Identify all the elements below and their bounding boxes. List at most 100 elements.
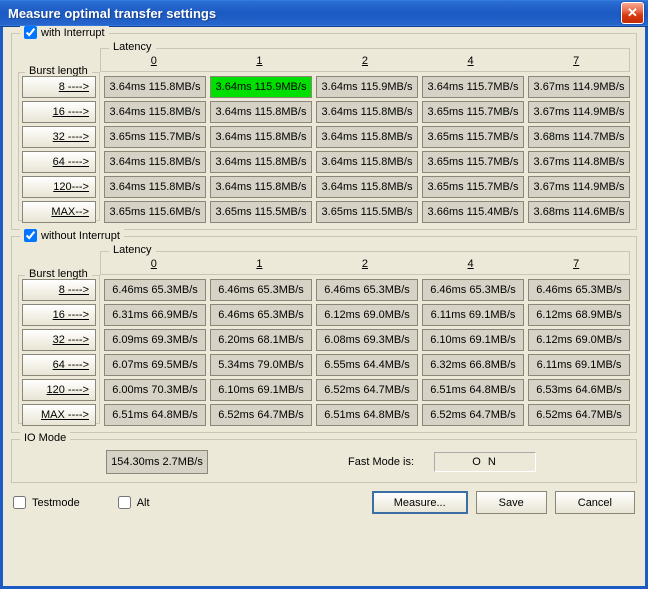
close-button[interactable]: ✕ bbox=[621, 2, 644, 24]
burst-length-button[interactable]: 64 ----> bbox=[22, 354, 96, 376]
result-cell: 3.67ms 114.9MB/s bbox=[528, 176, 630, 198]
burst-length-button[interactable]: 64 ----> bbox=[22, 151, 96, 173]
result-cell: 6.11ms 69.1MB/s bbox=[422, 304, 524, 326]
result-cell: 6.51ms 64.8MB/s bbox=[104, 404, 206, 426]
result-cell: 3.67ms 114.9MB/s bbox=[528, 76, 630, 98]
result-cell: 6.52ms 64.7MB/s bbox=[528, 404, 630, 426]
result-cell: 6.31ms 66.9MB/s bbox=[104, 304, 206, 326]
burst-length-button[interactable]: 32 ----> bbox=[22, 329, 96, 351]
latency-col-1: 1 bbox=[207, 55, 313, 67]
result-cell: 3.64ms 115.9MB/s bbox=[210, 76, 312, 98]
table-row: 64 ----> 3.64ms 115.8MB/s 3.64ms 115.8MB/s… bbox=[18, 151, 630, 173]
result-cell: 3.67ms 114.9MB/s bbox=[528, 101, 630, 123]
table-row: 16 ---->3.64ms 115.8MB/s3.64ms 115.8MB/s… bbox=[18, 101, 630, 123]
with-interrupt-label: with Interrupt bbox=[41, 27, 105, 39]
result-cell: 3.66ms 115.4MB/s bbox=[422, 201, 524, 223]
latency-col-2: 2 bbox=[312, 55, 418, 67]
result-cell: 6.12ms 69.0MB/s bbox=[528, 329, 630, 351]
burst-length-button[interactable]: 120---> bbox=[22, 176, 96, 198]
with-interrupt-checkbox[interactable] bbox=[24, 26, 37, 39]
result-cell: 3.64ms 115.8MB/s bbox=[210, 176, 312, 198]
table-row: 16 ---->6.31ms 66.9MB/s6.46ms 65.3MB/s6.… bbox=[18, 304, 630, 326]
without-interrupt-checkbox[interactable] bbox=[24, 229, 37, 242]
result-cell: 6.00ms 70.3MB/s bbox=[104, 379, 206, 401]
window-title: Measure optimal transfer settings bbox=[8, 6, 216, 21]
group-io-mode: IO Mode 154.30ms 2.7MB/s Fast Mode is: O… bbox=[11, 439, 637, 483]
latency-col-0: 0 bbox=[101, 55, 207, 67]
title-bar: Measure optimal transfer settings ✕ bbox=[0, 0, 648, 27]
measure-button[interactable]: Measure... bbox=[372, 491, 468, 514]
result-cell: 6.52ms 64.7MB/s bbox=[316, 379, 418, 401]
measure-button-label: Measure... bbox=[394, 497, 446, 509]
latency-header-with: Latency 0 1 2 4 7 bbox=[100, 48, 630, 72]
testmode-label: Testmode bbox=[32, 497, 80, 509]
burst-length-button[interactable]: 8 ----> bbox=[22, 76, 96, 98]
cancel-button[interactable]: Cancel bbox=[555, 491, 635, 514]
latency-col-7: 7 bbox=[523, 258, 629, 270]
result-cell: 6.08ms 69.3MB/s bbox=[316, 329, 418, 351]
fastmode-label: Fast Mode is: bbox=[348, 456, 414, 468]
latency-col-4: 4 bbox=[418, 55, 524, 67]
latency-col-0: 0 bbox=[101, 258, 207, 270]
io-mode-value: 154.30ms 2.7MB/s bbox=[106, 450, 208, 474]
result-cell: 6.46ms 65.3MB/s bbox=[422, 279, 524, 301]
testmode-checkbox[interactable] bbox=[13, 496, 26, 509]
result-cell: 3.64ms 115.8MB/s bbox=[104, 76, 206, 98]
alt-label: Alt bbox=[137, 497, 150, 509]
result-cell: 3.64ms 115.7MB/s bbox=[422, 76, 524, 98]
result-cell: 6.32ms 66.8MB/s bbox=[422, 354, 524, 376]
result-cell: 6.52ms 64.7MB/s bbox=[210, 404, 312, 426]
results-grid-without: 8 ---->6.46ms 65.3MB/s6.46ms 65.3MB/s6.4… bbox=[18, 279, 630, 426]
burst-length-button[interactable]: 8 ----> bbox=[22, 279, 96, 301]
result-cell: 6.46ms 65.3MB/s bbox=[316, 279, 418, 301]
result-cell: 6.55ms 64.4MB/s bbox=[316, 354, 418, 376]
result-cell: 3.68ms 114.7MB/s bbox=[528, 126, 630, 148]
table-row: 8 ---->6.46ms 65.3MB/s6.46ms 65.3MB/s6.4… bbox=[18, 279, 630, 301]
alt-option[interactable]: Alt bbox=[118, 496, 150, 509]
result-cell: 6.12ms 68.9MB/s bbox=[528, 304, 630, 326]
result-cell: 5.34ms 79.0MB/s bbox=[210, 354, 312, 376]
result-cell: 3.64ms 115.8MB/s bbox=[316, 151, 418, 173]
result-cell: 3.64ms 115.8MB/s bbox=[104, 101, 206, 123]
result-cell: 6.11ms 69.1MB/s bbox=[528, 354, 630, 376]
result-cell: 3.67ms 114.8MB/s bbox=[528, 151, 630, 173]
alt-checkbox[interactable] bbox=[118, 496, 131, 509]
testmode-option[interactable]: Testmode bbox=[13, 496, 80, 509]
result-cell: 3.64ms 115.8MB/s bbox=[316, 126, 418, 148]
result-cell: 6.46ms 65.3MB/s bbox=[210, 304, 312, 326]
burst-length-button[interactable]: MAX ----> bbox=[22, 404, 96, 426]
results-grid-with: 8 ---->3.64ms 115.8MB/s3.64ms 115.9MB/s3… bbox=[18, 76, 630, 223]
close-icon: ✕ bbox=[627, 5, 638, 21]
client-area: with Interrupt Latency 0 1 2 4 7 Burst l… bbox=[0, 27, 648, 589]
result-cell: 3.68ms 114.6MB/s bbox=[528, 201, 630, 223]
result-cell: 3.65ms 115.7MB/s bbox=[422, 176, 524, 198]
table-row: 120 ---->6.00ms 70.3MB/s6.10ms 69.1MB/s6… bbox=[18, 379, 630, 401]
result-cell: 3.65ms 115.7MB/s bbox=[422, 126, 524, 148]
result-cell: 6.20ms 68.1MB/s bbox=[210, 329, 312, 351]
table-row: MAX-->3.65ms 115.6MB/s3.65ms 115.5MB/s3.… bbox=[18, 201, 630, 223]
bottom-row: Testmode Alt Measure... Save Cancel bbox=[11, 489, 637, 516]
burst-length-button[interactable]: 32 ----> bbox=[22, 126, 96, 148]
save-button-label: Save bbox=[499, 497, 524, 509]
latency-col-1: 1 bbox=[207, 258, 313, 270]
result-cell: 3.65ms 115.7MB/s bbox=[422, 101, 524, 123]
burst-length-button[interactable]: MAX--> bbox=[22, 201, 96, 223]
latency-label: Latency bbox=[109, 244, 156, 256]
save-button[interactable]: Save bbox=[476, 491, 547, 514]
latency-col-4: 4 bbox=[418, 258, 524, 270]
burst-length-button[interactable]: 16 ----> bbox=[22, 304, 96, 326]
result-cell: 6.52ms 64.7MB/s bbox=[422, 404, 524, 426]
table-row: MAX ---->6.51ms 64.8MB/s6.52ms 64.7MB/s6… bbox=[18, 404, 630, 426]
burst-length-button[interactable]: 16 ----> bbox=[22, 101, 96, 123]
table-row: 32 ---->6.09ms 69.3MB/s6.20ms 68.1MB/s6.… bbox=[18, 329, 630, 351]
without-interrupt-label: without Interrupt bbox=[41, 230, 120, 242]
burst-length-button[interactable]: 120 ----> bbox=[22, 379, 96, 401]
result-cell: 3.65ms 115.6MB/s bbox=[104, 201, 206, 223]
result-cell: 3.64ms 115.8MB/s bbox=[210, 126, 312, 148]
result-cell: 3.64ms 115.8MB/s bbox=[104, 151, 206, 173]
result-cell: 3.65ms 115.7MB/s bbox=[104, 126, 206, 148]
result-cell: 3.64ms 115.8MB/s bbox=[104, 176, 206, 198]
result-cell: 6.12ms 69.0MB/s bbox=[316, 304, 418, 326]
table-row: 32 ---->3.65ms 115.7MB/s3.64ms 115.8MB/s… bbox=[18, 126, 630, 148]
latency-col-2: 2 bbox=[312, 258, 418, 270]
